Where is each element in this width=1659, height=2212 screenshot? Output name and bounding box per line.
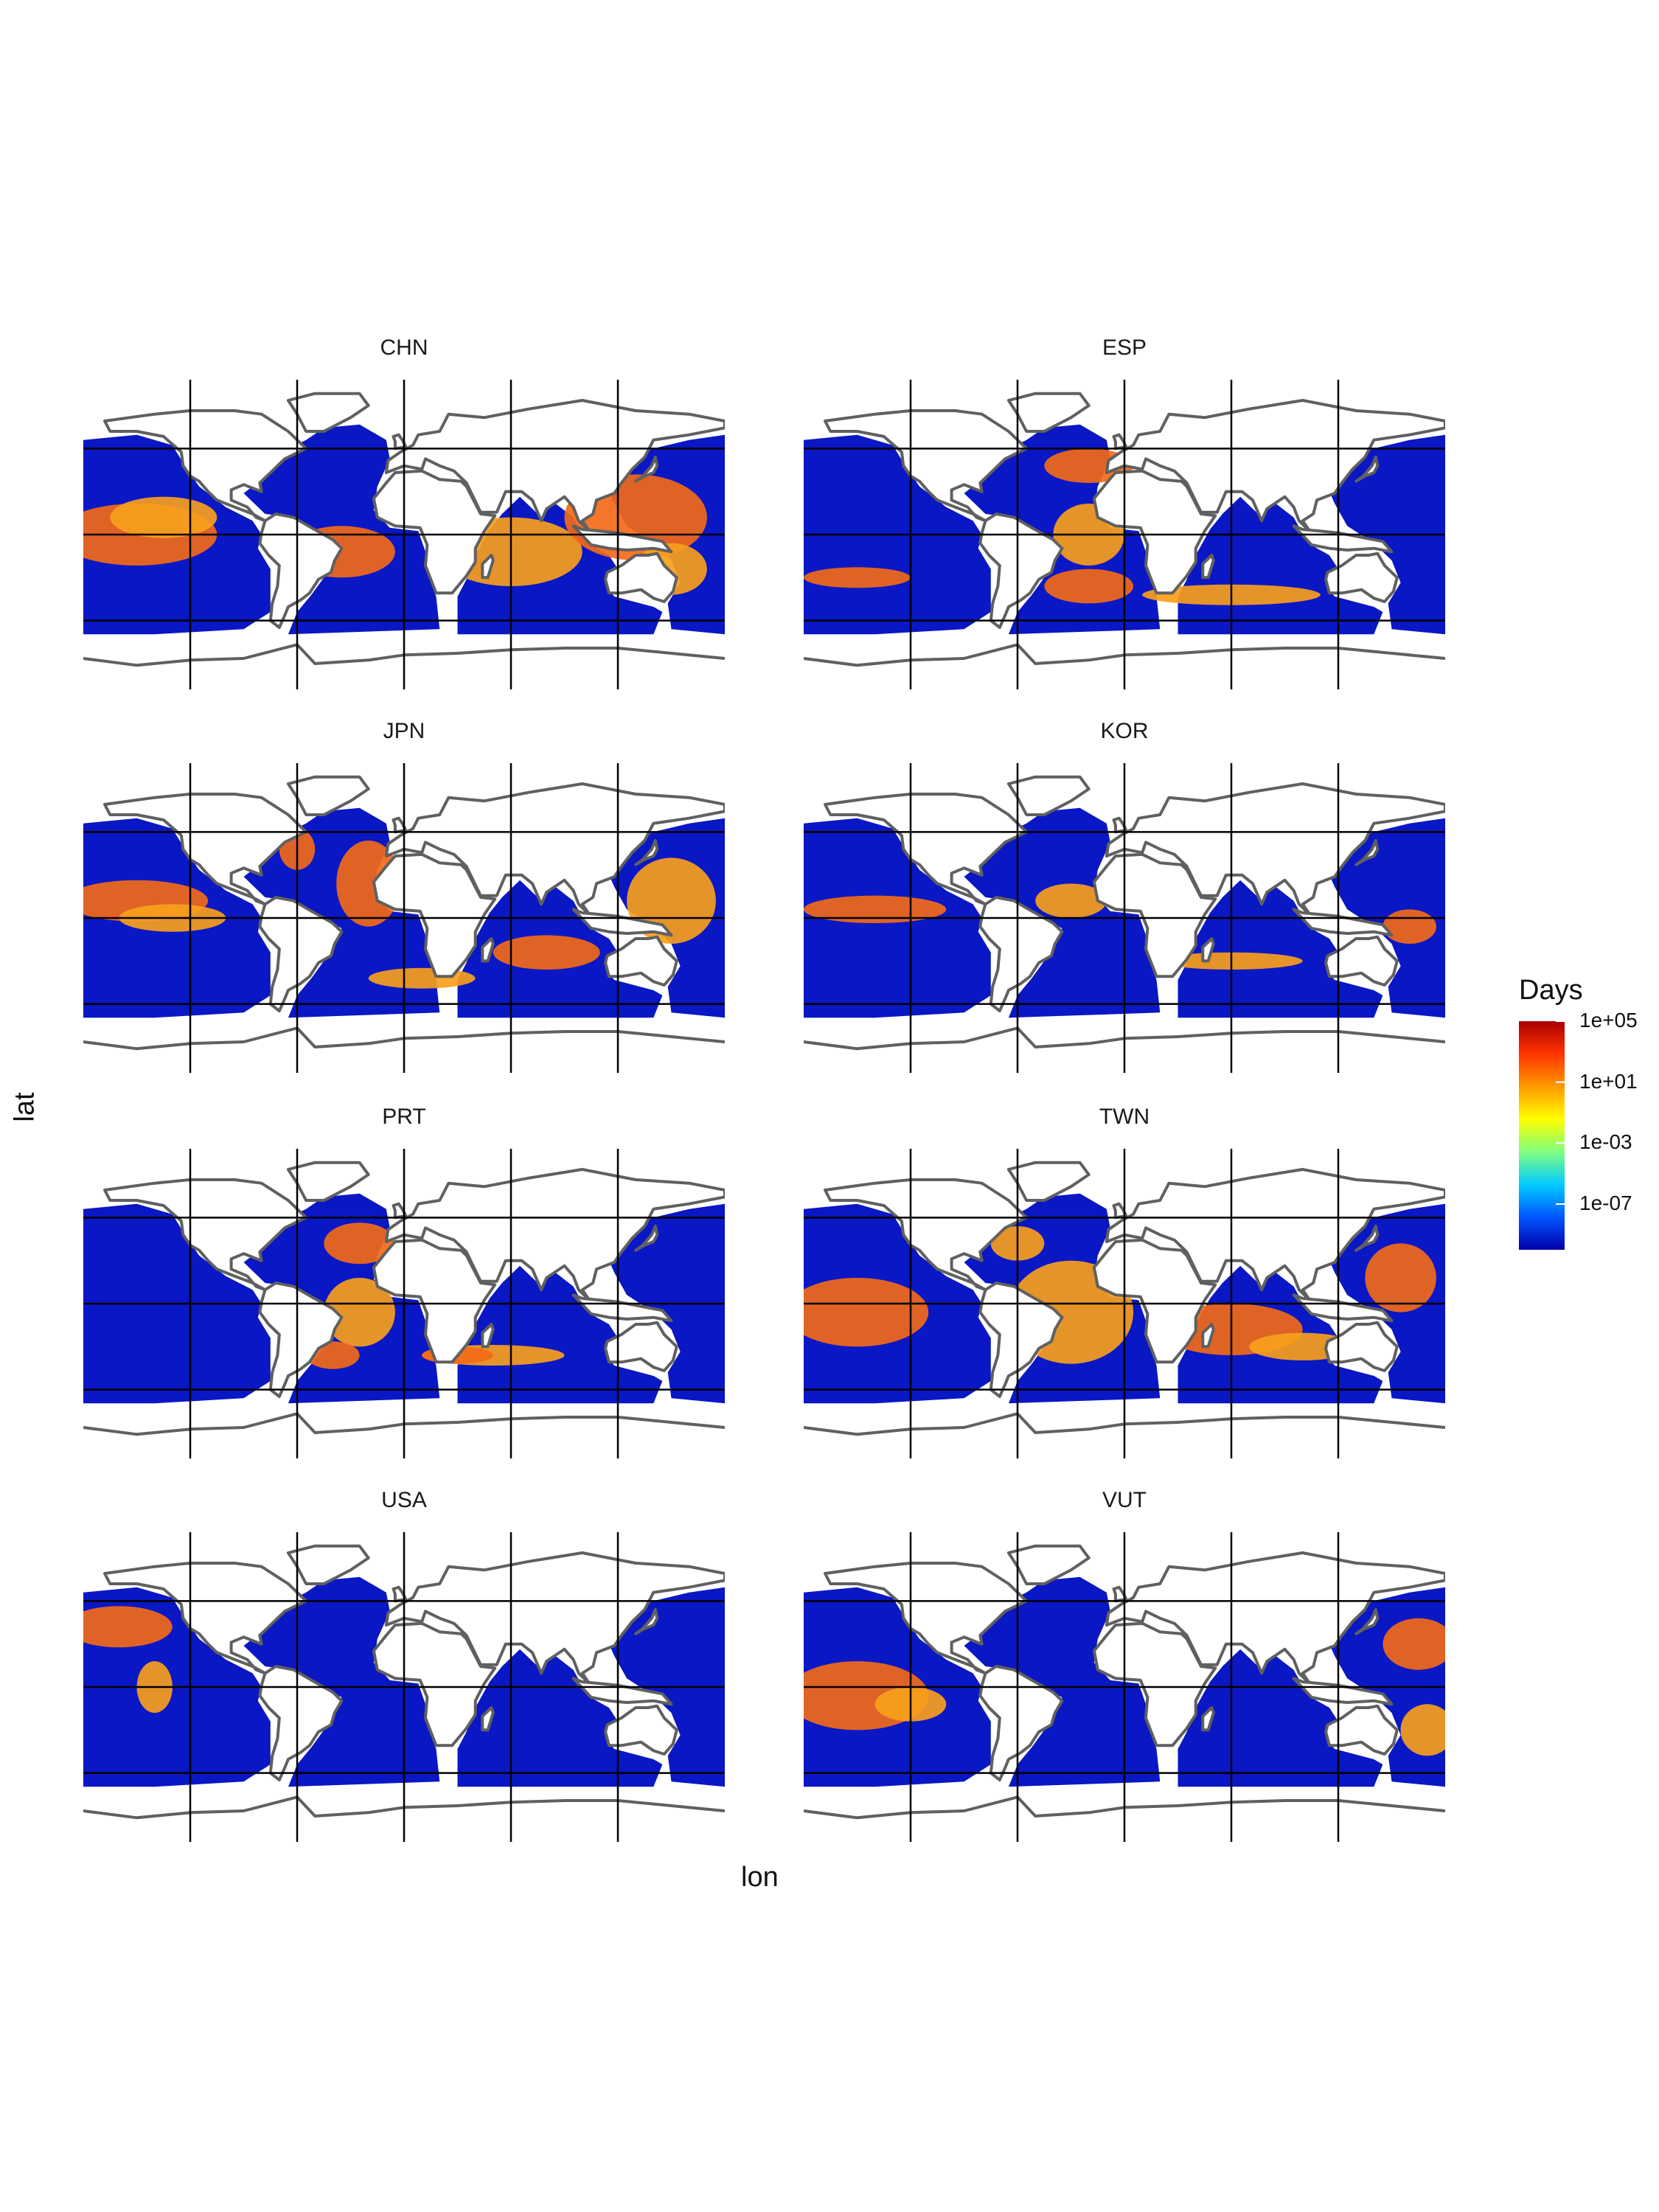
colorbar-tick-label: 1e+01	[1579, 1070, 1638, 1093]
hotspot-0	[804, 896, 946, 923]
colorbar-tick-label: 1e+05	[1579, 1009, 1638, 1032]
facet-map-esp	[804, 380, 1445, 689]
facet-title-twn: TWN	[804, 1105, 1445, 1130]
facet-map-usa	[83, 1532, 725, 1842]
facet-map-prt	[83, 1149, 725, 1458]
facet-title-esp: ESP	[804, 335, 1445, 361]
hotspot-4	[1382, 909, 1436, 944]
facet-map-jpn	[83, 763, 725, 1073]
coastline-5	[605, 937, 677, 985]
hotspot-4	[1365, 1243, 1436, 1312]
hotspot-3	[369, 968, 476, 989]
legend-title: Days	[1519, 975, 1583, 1006]
facet-title-kor: KOR	[804, 719, 1445, 744]
coastline-5	[605, 1323, 677, 1371]
facet-title-vut: VUT	[804, 1488, 1445, 1513]
x-axis-title: lon	[741, 1862, 779, 1893]
coastline-5	[1326, 1323, 1397, 1371]
coastline-5	[1326, 937, 1397, 985]
facet-title-usa: USA	[83, 1488, 725, 1513]
colorbar	[1519, 1021, 1571, 1250]
coastline-5	[605, 1706, 677, 1754]
hotspot-4	[804, 567, 911, 588]
facet-title-chn: CHN	[83, 335, 725, 361]
hotspot-4	[493, 935, 600, 970]
colorbar-gradient	[1519, 1021, 1565, 1250]
colorbar-tick-label: 1e-07	[1579, 1192, 1632, 1215]
facet-map-chn	[83, 380, 725, 689]
coastline-5	[1326, 1706, 1397, 1754]
facet-title-jpn: JPN	[83, 719, 725, 744]
hotspot-1	[110, 497, 217, 538]
facet-map-kor	[804, 763, 1445, 1073]
facet-map-vut	[804, 1532, 1445, 1842]
hotspot-2	[1044, 569, 1133, 604]
y-axis-title: lat	[10, 1092, 41, 1121]
facet-map-twn	[804, 1149, 1445, 1458]
coastline-5	[1326, 554, 1397, 602]
facet-title-prt: PRT	[83, 1105, 725, 1130]
colorbar-tick-label: 1e-03	[1579, 1130, 1632, 1154]
